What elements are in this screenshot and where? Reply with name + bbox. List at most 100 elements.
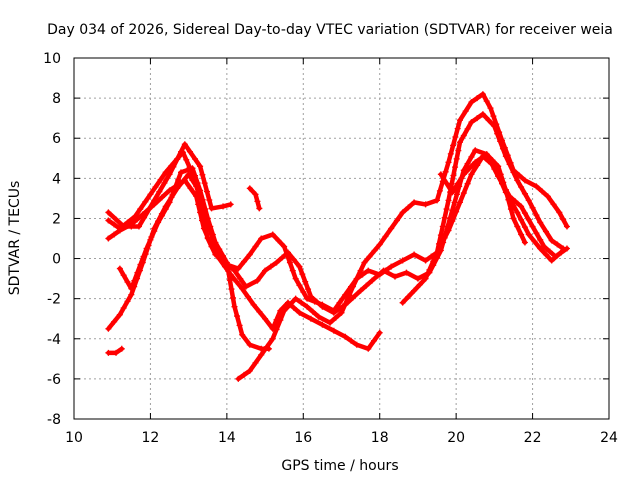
data-point-marker xyxy=(105,325,112,332)
data-point-marker xyxy=(382,233,389,240)
data-point-marker xyxy=(477,155,484,162)
data-point-marker xyxy=(209,231,216,238)
data-point-marker xyxy=(531,238,538,245)
data-point-marker xyxy=(349,283,356,290)
data-point-marker xyxy=(246,367,253,374)
data-point-marker xyxy=(142,198,149,205)
data-point-marker xyxy=(502,187,509,194)
data-point-marker xyxy=(414,275,421,282)
data-point-marker xyxy=(403,269,410,276)
data-point-marker xyxy=(552,253,559,260)
data-point-marker xyxy=(447,150,454,157)
data-point-marker xyxy=(554,241,561,248)
data-point-marker xyxy=(510,169,517,176)
data-point-marker xyxy=(199,171,206,178)
data-point-marker xyxy=(105,209,112,216)
data-point-marker xyxy=(442,168,449,175)
data-point-marker xyxy=(453,191,460,198)
data-point-marker xyxy=(254,277,261,284)
data-point-marker xyxy=(174,155,181,162)
data-point-marker xyxy=(186,148,193,155)
data-point-marker xyxy=(161,180,168,187)
data-point-marker xyxy=(207,223,214,230)
data-point-marker xyxy=(502,153,509,160)
data-point-marker xyxy=(514,223,521,230)
data-point-marker xyxy=(194,180,201,187)
data-point-marker xyxy=(111,231,118,238)
data-point-marker xyxy=(518,216,525,223)
data-point-marker xyxy=(541,243,548,250)
y-tick-label: -4 xyxy=(47,332,61,348)
data-point-marker xyxy=(241,371,248,378)
data-point-marker xyxy=(315,313,322,320)
data-point-marker xyxy=(105,235,112,242)
x-tick-label: 16 xyxy=(294,430,312,446)
data-point-marker xyxy=(546,248,553,255)
data-point-marker xyxy=(269,231,276,238)
data-point-marker xyxy=(292,275,299,282)
data-point-marker xyxy=(338,309,345,316)
data-point-marker xyxy=(183,156,190,163)
data-point-marker xyxy=(544,193,551,200)
x-tick-label: 14 xyxy=(218,430,236,446)
data-point-marker xyxy=(464,125,471,132)
data-point-marker xyxy=(116,227,123,234)
data-point-marker xyxy=(273,259,280,266)
data-point-marker xyxy=(226,277,233,284)
data-point-marker xyxy=(497,171,504,178)
data-point-marker xyxy=(285,249,291,256)
data-point-marker xyxy=(135,223,142,230)
data-point-marker xyxy=(246,251,253,258)
data-point-marker xyxy=(468,119,475,126)
data-point-marker xyxy=(252,243,259,250)
series-line xyxy=(247,186,262,211)
data-point-marker xyxy=(437,232,444,239)
data-point-marker xyxy=(327,319,334,326)
data-point-marker xyxy=(298,299,305,306)
x-axis-label: GPS time / hours xyxy=(281,458,398,474)
data-point-marker xyxy=(365,267,372,274)
data-point-marker xyxy=(162,206,169,213)
data-point-marker xyxy=(267,263,274,270)
data-point-marker xyxy=(220,252,227,259)
data-point-marker xyxy=(252,191,259,198)
series-track-1 xyxy=(105,141,234,230)
data-point-marker xyxy=(489,157,496,164)
data-point-marker xyxy=(289,267,296,274)
data-point-marker xyxy=(128,285,135,292)
data-point-marker xyxy=(332,314,339,321)
data-point-marker xyxy=(371,247,378,254)
y-tick-label: -2 xyxy=(47,292,61,308)
data-point-marker xyxy=(231,303,238,310)
data-point-marker xyxy=(452,134,459,141)
data-point-marker xyxy=(137,206,144,213)
data-point-marker xyxy=(235,375,242,382)
data-point-marker xyxy=(254,198,261,205)
data-point-marker xyxy=(120,305,127,312)
data-point-marker xyxy=(162,169,169,176)
x-tick-label: 24 xyxy=(600,430,618,446)
data-point-marker xyxy=(151,228,158,235)
data-point-marker xyxy=(542,251,549,258)
data-point-marker xyxy=(393,217,400,224)
data-point-marker xyxy=(111,318,118,325)
data-point-marker xyxy=(451,199,458,206)
data-point-marker xyxy=(563,223,570,230)
data-point-marker xyxy=(128,291,135,298)
data-point-marker xyxy=(169,191,176,198)
data-point-marker xyxy=(434,249,441,256)
data-point-marker xyxy=(455,180,462,187)
data-point-marker xyxy=(441,214,448,221)
series-line xyxy=(106,141,233,229)
data-point-marker xyxy=(474,115,481,122)
data-point-marker xyxy=(556,209,563,216)
data-point-marker xyxy=(286,259,293,266)
data-point-marker xyxy=(319,303,326,310)
chart-title: Day 034 of 2026, Sidereal Day-to-day VTE… xyxy=(47,22,613,38)
data-point-marker xyxy=(365,345,372,352)
data-point-marker xyxy=(197,187,204,194)
data-point-marker xyxy=(206,196,213,203)
data-point-marker xyxy=(512,198,519,205)
data-point-marker xyxy=(281,243,288,250)
data-point-marker xyxy=(369,277,376,284)
